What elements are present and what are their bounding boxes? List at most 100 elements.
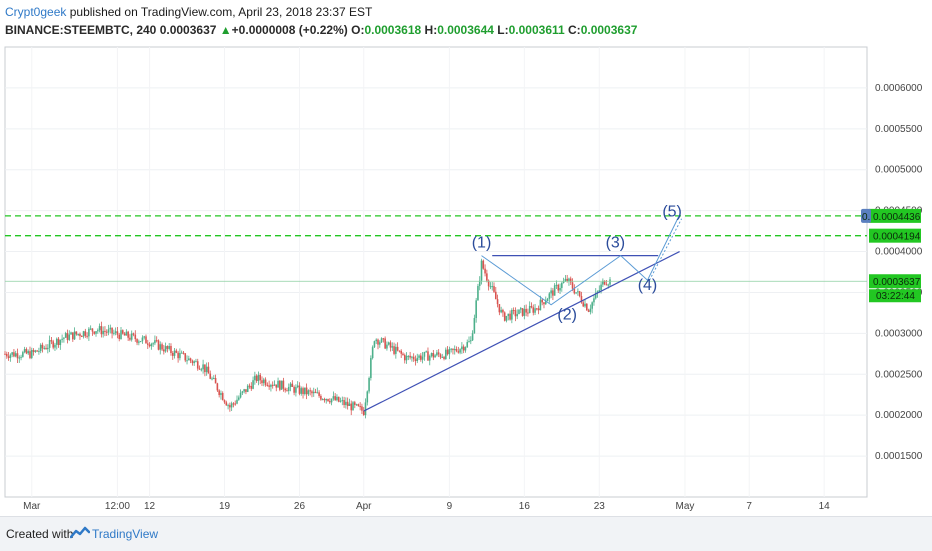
candle-body [464,347,467,351]
candle-body [609,279,611,285]
candle-body [407,355,410,357]
candle-body [41,344,44,349]
candle-body [189,358,192,361]
candle-body [200,369,203,371]
candle-body [434,355,436,358]
candle-body [468,341,470,343]
candle-body [398,350,401,352]
chart-header: Crypt0geek published on TradingView.com,… [0,0,932,40]
candle-body [236,399,238,404]
candle-body [425,351,427,353]
candle-body [186,360,188,362]
elliott-wave-path [481,214,681,306]
candle-body [11,352,13,355]
candle-body [584,303,586,307]
candle-body [170,346,172,353]
level-price-label: 0.0004436 [873,212,921,223]
candle-body [121,330,124,334]
candle-body [503,312,506,321]
candle-body [164,346,167,352]
candle-body [102,330,104,335]
gridlines [5,47,867,497]
candle-body [262,379,265,384]
candle-body [439,354,442,358]
candle-body [345,401,347,406]
candle-body [573,288,576,294]
candle-body [378,342,381,345]
candle-body [593,298,595,303]
candle-body [250,386,253,389]
candle-body [27,351,30,354]
candle-body [373,341,376,348]
candle-body [223,400,226,403]
candle-body [52,341,54,348]
candle-body [395,346,397,354]
candle-body [154,340,156,344]
candle-body [582,302,585,307]
candle-body [371,347,374,359]
candle-body [97,330,99,332]
candle-body [16,353,19,359]
candle-body [54,344,56,348]
wave-label: (1) [472,234,492,251]
candle-body [443,356,445,359]
candle-body [132,333,135,335]
tradingview-brand-link[interactable]: TradingView [92,527,159,541]
candle-body [366,391,369,403]
candle-body [382,338,385,340]
candle-body [330,398,333,403]
candle-body [314,391,317,393]
price-tick-label: 0.0003000 [875,328,923,339]
candle-body [400,350,402,354]
candle-body [204,364,206,373]
candle-body [284,388,286,391]
candle-body [325,399,328,401]
candle-body [571,282,574,289]
candle-body [427,351,429,361]
candle-body [268,385,270,387]
candle-body [478,280,481,287]
candle-body [125,331,128,336]
candle-body [296,385,299,388]
candle-body [271,384,274,386]
candle-body [596,291,599,293]
candle-body [546,298,549,302]
candle-body [316,392,319,394]
candle-body [452,348,454,351]
time-axis[interactable]: Mar 12:00 12 19 26 Apr 9 16 23 May 7 14 [23,501,830,512]
candle-body [202,364,204,370]
candle-body [505,315,508,321]
candle-body [498,304,501,313]
candle-body [220,393,222,395]
candle-body [375,339,378,342]
candle-body [30,350,33,358]
author-link[interactable]: Crypt0geek [5,5,67,19]
candle-body [532,307,535,313]
candle-body [114,331,117,333]
last-price-tag [869,274,921,289]
candle-body [412,356,415,360]
candle-body [130,333,133,340]
candle-body [548,293,551,299]
candle-body [607,284,610,286]
candle-body [430,353,433,356]
plot-frame [4,46,868,498]
candle-body [230,403,233,408]
candle-body [471,333,474,341]
candle-body [82,331,85,337]
candle-body [75,331,78,335]
candle-body [127,331,129,338]
candle-body [525,308,527,313]
candle-body [539,299,542,311]
price-chart[interactable]: (1) (2) (3) (4) (5) 0.0006000 0.0005500 0.0005… [0,0,932,516]
candle-body [261,380,263,384]
candle-body [420,355,422,360]
candle-body [589,308,592,312]
last-price: 0.0003637 [159,23,217,37]
price-axis[interactable]: 0.00060000.00055000.00050000.00045000.00… [861,83,923,462]
candle-body [370,358,372,379]
ohlc-line: BINANCE:STEEMBTC, 240 0.0003637 ▲+0.0000… [5,23,637,37]
candle-body [55,338,58,345]
last-price-label: 0.0003637 [873,277,921,288]
time-tick-label: 26 [294,501,306,512]
